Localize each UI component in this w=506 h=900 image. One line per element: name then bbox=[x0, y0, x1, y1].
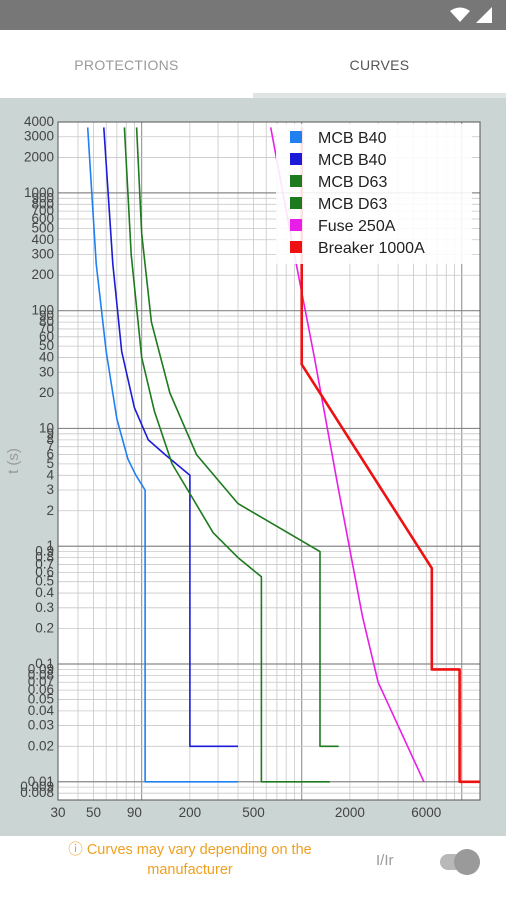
y-tick-label: 0.07 bbox=[28, 674, 54, 689]
x-tick-label: 50 bbox=[86, 805, 101, 820]
y-tick-label: 3000 bbox=[24, 129, 54, 144]
time-current-chart[interactable]: 4000300020001000900800700600500400300200… bbox=[0, 98, 506, 836]
y-tick-label: 4 bbox=[46, 467, 54, 482]
y-tick-label: 0.6 bbox=[35, 564, 54, 579]
y-tick-label: 0.05 bbox=[28, 691, 54, 706]
footer: ⓘ Curves may vary depending on the manuf… bbox=[0, 836, 506, 900]
wifi-icon bbox=[450, 7, 470, 22]
y-tick-label: 0.4 bbox=[35, 585, 54, 600]
legend-swatch-0 bbox=[290, 131, 302, 143]
y-tick-label: 0.3 bbox=[35, 600, 54, 615]
y-tick-label: 30 bbox=[39, 364, 54, 379]
toggle-knob[interactable] bbox=[454, 849, 480, 875]
y-tick-label: 100 bbox=[31, 303, 54, 318]
y-tick-label: 0.8 bbox=[35, 550, 54, 565]
y-tick-label: 0.06 bbox=[28, 682, 54, 697]
series-line-0 bbox=[86, 127, 238, 783]
y-tick-label: 0.01 bbox=[28, 774, 54, 789]
y-tick-label: 0.03 bbox=[28, 718, 54, 733]
legend-label-3: MCB D63 bbox=[318, 196, 387, 213]
y-tick-label: 0.9 bbox=[35, 544, 54, 559]
legend-swatch-1 bbox=[290, 153, 302, 165]
chart-area: 4000 3000 2000 1000 900 800 700 600 500 400 300 200… bbox=[0, 98, 506, 836]
y-tick-label: 9 bbox=[46, 426, 54, 441]
y-tick-label: 0.1 bbox=[35, 656, 54, 671]
y-tick-label: 0.09 bbox=[28, 661, 54, 676]
y-tick-label: 900 bbox=[31, 190, 54, 205]
y-tick-label: 0.008 bbox=[20, 785, 54, 800]
x-tick-label: 6000 bbox=[411, 805, 441, 820]
legend-swatch-2 bbox=[290, 175, 302, 187]
x-tick-label: 200 bbox=[179, 805, 202, 820]
status-icons bbox=[450, 7, 492, 23]
y-tick-label: 60 bbox=[39, 329, 54, 344]
y-tick-label: 1 bbox=[46, 538, 54, 553]
series-line-5 bbox=[300, 127, 480, 784]
tab-curves[interactable]: CURVES bbox=[349, 57, 410, 73]
legend-swatch-3 bbox=[290, 197, 302, 209]
plot-frame bbox=[57, 121, 481, 801]
legend-label-0: MCB B40 bbox=[318, 130, 387, 147]
y-tick-label: 0.02 bbox=[28, 738, 54, 753]
y-tick-label: 1000 bbox=[24, 185, 54, 200]
tab-protections[interactable]: PROTECTIONS bbox=[74, 57, 179, 73]
y-tick-label: 4000 bbox=[24, 114, 54, 129]
x-tick-label: 500 bbox=[242, 805, 265, 820]
y-tick-label: 2000 bbox=[24, 149, 54, 164]
y-tick-label: 500 bbox=[31, 220, 54, 235]
tab-indicator bbox=[253, 93, 506, 98]
y-tick-label: 0.7 bbox=[35, 556, 54, 571]
y-tick-label: 700 bbox=[31, 203, 54, 218]
y-tick-label: 0.2 bbox=[35, 621, 54, 636]
tab-bar: PROTECTIONS CURVES bbox=[0, 30, 506, 100]
status-bar bbox=[0, 0, 506, 30]
y-tick-label: 0.08 bbox=[28, 667, 54, 682]
y-tick-label: 0.04 bbox=[28, 703, 55, 718]
x-tick-label: 2000 bbox=[335, 805, 365, 820]
x-tick-label: 90 bbox=[127, 805, 142, 820]
y-tick-label: 7 bbox=[46, 439, 54, 454]
y-tick-label: 50 bbox=[39, 338, 54, 353]
y-tick-label: 70 bbox=[39, 321, 54, 336]
y-tick-label: 8 bbox=[46, 432, 54, 447]
legend-swatch-5 bbox=[290, 241, 302, 253]
y-tick-label: 0.5 bbox=[35, 574, 54, 589]
x-tick-label: 30 bbox=[50, 805, 65, 820]
y-tick-label: 2 bbox=[46, 503, 54, 518]
y-tick-label: 0.009 bbox=[20, 779, 54, 794]
y-tick-label: 300 bbox=[31, 246, 54, 261]
series-line-2 bbox=[123, 127, 330, 783]
legend-label-5: Breaker 1000A bbox=[318, 240, 425, 257]
y-axis-label: t (s) bbox=[5, 448, 22, 474]
legend-label-1: MCB B40 bbox=[318, 152, 387, 169]
y-tick-label: 3 bbox=[46, 482, 54, 497]
y-tick-label: 10 bbox=[39, 420, 54, 435]
manufacturer-notice: ⓘ Curves may vary depending on the manuf… bbox=[68, 842, 312, 878]
legend-label-2: MCB D63 bbox=[318, 174, 387, 191]
series-line-1 bbox=[103, 127, 238, 748]
legend-swatch-4 bbox=[290, 219, 302, 231]
series-line-3 bbox=[135, 127, 339, 748]
y-tick-label: 600 bbox=[31, 211, 54, 226]
y-tick-label: 40 bbox=[39, 350, 54, 365]
y-tick-label: 20 bbox=[39, 385, 54, 400]
y-tick-label: 6 bbox=[46, 447, 54, 462]
legend-label-4: Fuse 250A bbox=[318, 218, 396, 235]
y-tick-label: 800 bbox=[31, 196, 54, 211]
toggle-label: I/Ir bbox=[376, 852, 394, 869]
y-tick-label: 5 bbox=[46, 456, 54, 471]
legend-box bbox=[276, 124, 472, 264]
y-tick-label: 400 bbox=[31, 232, 54, 247]
y-tick-label: 90 bbox=[39, 308, 54, 323]
y-tick-label: 200 bbox=[31, 267, 54, 282]
y-tick-label: 80 bbox=[39, 314, 54, 329]
signal-icon bbox=[476, 7, 492, 23]
